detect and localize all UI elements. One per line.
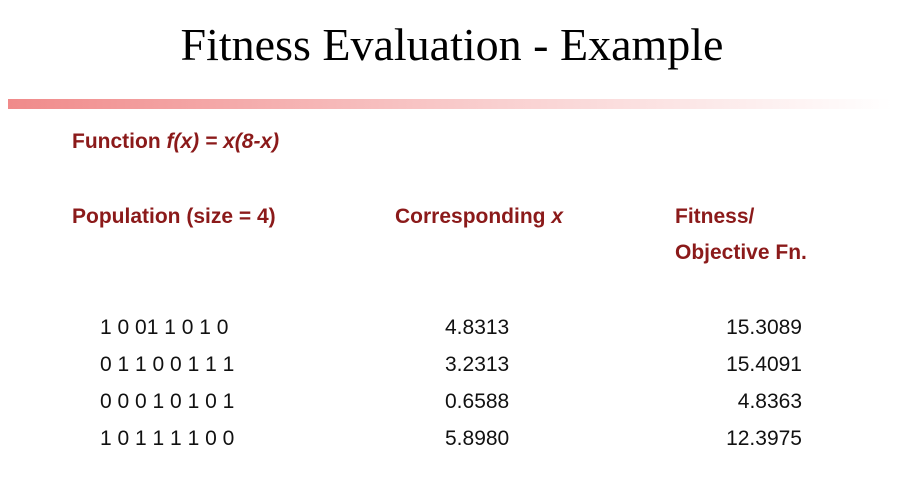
table-cell: 0 0 0 1 0 1 0 1	[100, 390, 235, 413]
function-label: Function	[72, 130, 161, 153]
header: Objective Fn.	[675, 241, 807, 264]
table-cell: 0 1 1 0 0 1 1 1	[100, 353, 235, 376]
table-cell: 4.8313	[445, 316, 510, 339]
header-var: x	[551, 205, 564, 228]
header: Corresponding x	[395, 205, 563, 229]
table-cell: 4.8363	[737, 390, 802, 413]
slide-title: Fitness Evaluation - Example	[180, 19, 724, 70]
function-line: Function f(x) = x(8-x)	[72, 130, 279, 154]
table-cell: 3.2313	[445, 353, 510, 376]
table-cell: 15.4091	[726, 353, 802, 376]
header: Fitness/	[675, 205, 755, 228]
header-text: Corresponding	[395, 205, 546, 228]
title-underline	[8, 99, 892, 109]
table-cell: 1 0 1 1 1 1 0 0	[100, 427, 235, 450]
table-cell: 0.6588	[445, 390, 510, 413]
header: Population (size = 4)	[72, 205, 276, 228]
table-cell: 5.8980	[445, 427, 510, 450]
function-formula: f(x) = x(8-x)	[166, 130, 280, 153]
table-cell: 15.3089	[726, 316, 802, 339]
table-cell: 1 0 01 1 0 1 0	[100, 316, 229, 339]
table-cell: 12.3975	[726, 427, 802, 450]
